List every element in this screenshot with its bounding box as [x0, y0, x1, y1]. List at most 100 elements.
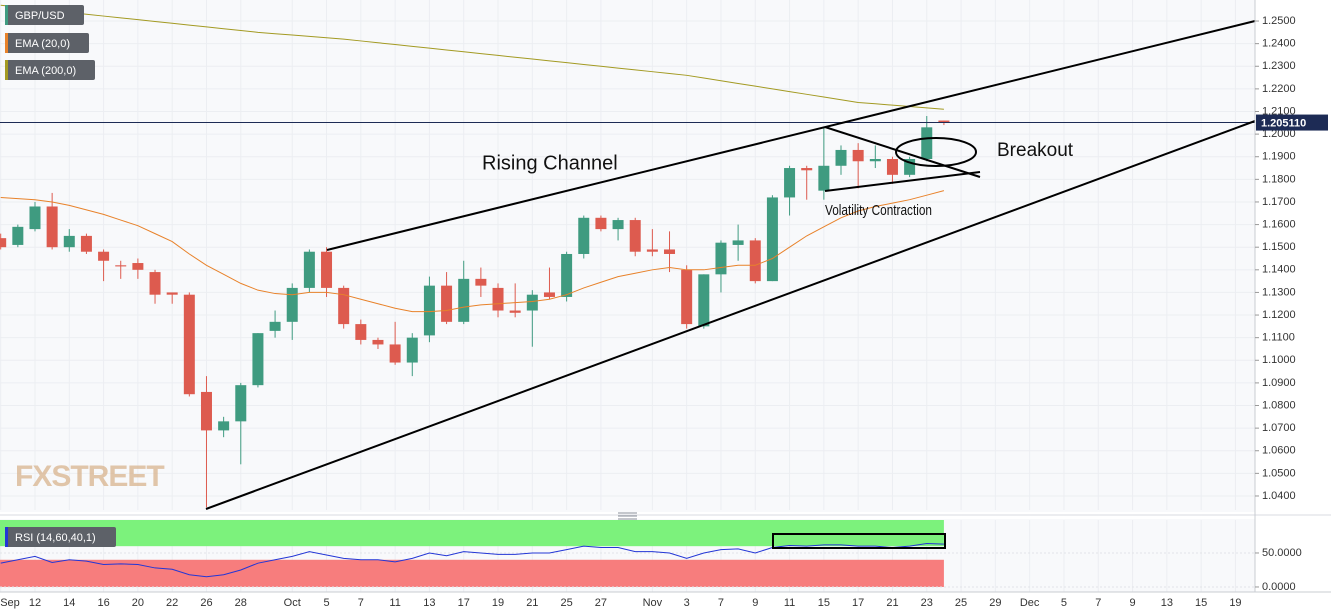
y-tick-label: 1.0700 — [1262, 422, 1296, 434]
x-tick-label: 22 — [166, 597, 178, 609]
candle-body — [235, 385, 247, 422]
y-tick-label: 1.1400 — [1262, 264, 1296, 276]
price-panel — [0, 0, 1255, 512]
y-tick-label: 1.1800 — [1262, 173, 1296, 185]
legend-label: EMA (200,0) — [15, 65, 76, 77]
candle-body — [852, 149, 864, 162]
rsi-highlight — [772, 533, 946, 549]
x-tick-label: Dec — [1020, 597, 1040, 609]
x-tick-label: 26 — [200, 597, 212, 609]
candle-body — [612, 220, 624, 230]
y-tick-label: 1.1700 — [1262, 196, 1296, 208]
candle-body — [818, 165, 830, 191]
candle-body — [166, 292, 178, 295]
last-price-label: 1.205110 — [1261, 117, 1306, 129]
x-tick-label: Nov — [643, 597, 663, 609]
ema-line — [0, 4, 944, 110]
pane-handle — [618, 512, 637, 520]
x-tick-label: 5 — [1061, 597, 1067, 609]
candle-body — [406, 337, 418, 363]
candle-body — [389, 344, 401, 363]
x-tick-label: 29 — [989, 597, 1001, 609]
candle-body — [492, 287, 504, 311]
triangle-lower — [824, 171, 981, 192]
candle-body — [183, 294, 195, 395]
x-tick-label: 14 — [63, 597, 75, 609]
axes: 1.2500 1.2400 1.2300 1.2200 1.2100 1.2000 1.19… — [0, 15, 1328, 609]
x-tick-label: 3 — [684, 597, 690, 609]
triangle-upper — [824, 126, 981, 178]
x-tick-label: 11 — [784, 597, 795, 609]
candle-body — [303, 251, 315, 288]
x-tick-label: 11 — [389, 597, 400, 609]
candle-body — [372, 339, 384, 345]
candle-body — [646, 249, 658, 252]
x-tick-label: 7 — [358, 597, 364, 609]
candle-body — [921, 127, 933, 159]
breakout-circle — [895, 137, 977, 167]
legend-box — [5, 33, 89, 53]
x-tick-label: 27 — [595, 597, 607, 609]
candle-body — [149, 272, 161, 295]
rsi-line — [0, 542, 944, 578]
x-tick-label: 9 — [752, 597, 758, 609]
candle-body — [578, 217, 590, 254]
x-tick-label: 16 — [97, 597, 109, 609]
candle-body — [441, 285, 453, 322]
legend-label: EMA (20,0) — [15, 38, 70, 50]
x-tick-label: Oct — [284, 597, 301, 609]
candle-body — [63, 235, 75, 248]
candle-body — [801, 168, 813, 171]
x-tick-label: 9 — [1129, 597, 1135, 609]
y-tick-label: 0.0000 — [1262, 581, 1296, 593]
candle-body — [886, 158, 898, 175]
candle-body — [475, 278, 487, 286]
x-tick-label: 7 — [718, 597, 724, 609]
candle-body — [132, 263, 144, 270]
y-tick-label: 1.0600 — [1262, 445, 1296, 457]
drawings — [205, 20, 1256, 549]
candle-body — [338, 287, 350, 325]
x-tick-label: 13 — [1161, 597, 1173, 609]
candle-body — [321, 251, 333, 288]
candle-body — [715, 242, 727, 275]
candle-body — [681, 269, 693, 325]
channel-lower — [205, 120, 1256, 510]
candle-body — [80, 235, 92, 252]
candle-body — [286, 287, 298, 322]
candle-body — [252, 333, 264, 386]
watermark: FXSTREET — [15, 460, 164, 493]
candle-body — [29, 206, 41, 230]
candle-body — [595, 217, 607, 230]
candle-body — [12, 226, 24, 245]
y-tick-label: 1.1500 — [1262, 241, 1296, 253]
legend: GBP/USD EMA (20,0) EMA (200,0) RSI (14,6… — [5, 5, 116, 547]
ema-line — [0, 190, 945, 313]
y-tick-label: 1.1000 — [1262, 354, 1296, 366]
candle-body — [46, 206, 58, 248]
y-tick-label: 1.2200 — [1262, 83, 1296, 95]
rsi-lower-band — [0, 559, 944, 587]
x-tick-label: 13 — [423, 597, 435, 609]
x-tick-label: 21 — [526, 597, 538, 609]
x-tick-label: 15 — [818, 597, 830, 609]
x-tick-label: 17 — [458, 597, 470, 609]
legend-swatch — [5, 527, 8, 547]
candle-body — [766, 197, 778, 282]
candle-body — [869, 158, 881, 162]
y-tick-label: 1.0500 — [1262, 467, 1296, 479]
candle-body — [698, 274, 710, 327]
last-price-box — [1256, 114, 1328, 131]
legend-box — [5, 60, 95, 80]
x-tick-label: 7 — [1095, 597, 1101, 609]
annotation: Volatility Contraction — [825, 202, 932, 219]
legend-label: GBP/USD — [15, 10, 65, 22]
x-tick-label: 25 — [955, 597, 967, 609]
candle-body — [526, 294, 538, 311]
candle-body — [98, 251, 110, 261]
x-tick-label: 21 — [886, 597, 898, 609]
y-tick-label: 1.2100 — [1262, 105, 1296, 117]
legend-box — [5, 5, 84, 25]
x-tick-label: 17 — [852, 597, 864, 609]
